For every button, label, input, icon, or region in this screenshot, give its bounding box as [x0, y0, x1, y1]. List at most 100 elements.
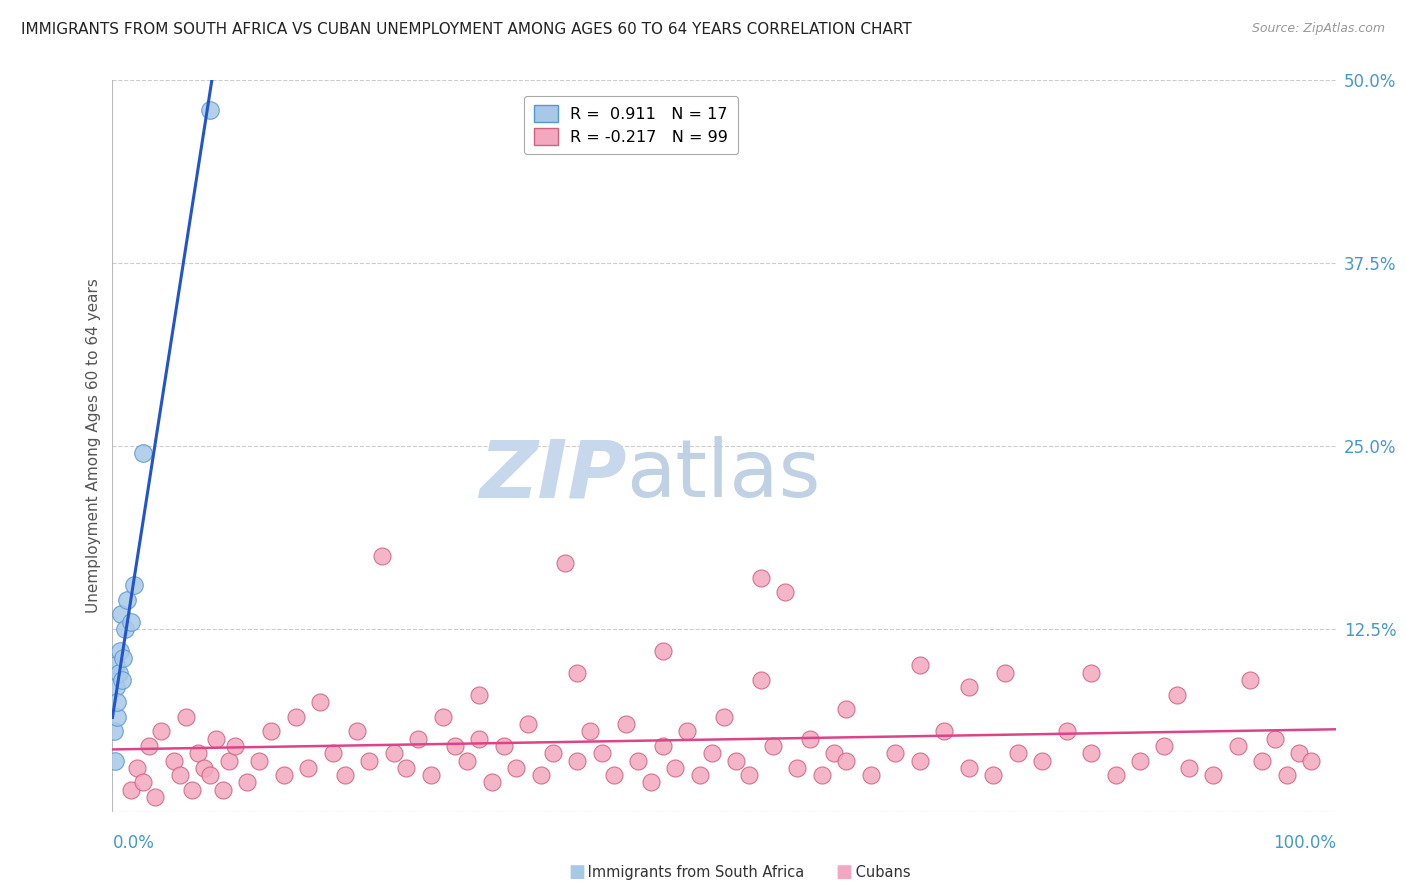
Point — [132, 446, 155, 460]
Point — [408, 731, 430, 746]
Point — [908, 658, 931, 673]
Point — [664, 761, 686, 775]
Point — [247, 754, 270, 768]
Point — [309, 695, 332, 709]
Point — [114, 622, 136, 636]
Point — [419, 768, 441, 782]
Point — [578, 724, 600, 739]
Point — [346, 724, 368, 739]
Point — [554, 556, 576, 570]
Point — [333, 768, 356, 782]
Point — [1239, 673, 1261, 687]
Point — [1301, 754, 1323, 768]
Point — [567, 754, 589, 768]
Point — [395, 761, 418, 775]
Point — [1288, 746, 1310, 760]
Point — [1166, 688, 1188, 702]
Point — [541, 746, 564, 760]
Point — [284, 709, 308, 723]
Point — [124, 578, 146, 592]
Point — [908, 754, 931, 768]
Point — [614, 717, 637, 731]
Point — [370, 549, 392, 563]
Point — [591, 746, 613, 760]
Point — [107, 665, 129, 680]
Point — [187, 746, 209, 760]
Point — [1251, 754, 1274, 768]
Point — [456, 754, 478, 768]
Point — [567, 665, 589, 680]
Point — [689, 768, 711, 782]
Text: ZIP: ZIP — [479, 436, 626, 515]
Point — [125, 761, 148, 775]
Point — [193, 761, 215, 775]
Point — [1031, 754, 1053, 768]
Point — [236, 775, 259, 789]
Text: ■: ■ — [835, 863, 852, 881]
Point — [200, 103, 222, 117]
Point — [1275, 768, 1298, 782]
Point — [1080, 746, 1102, 760]
Point — [859, 768, 882, 782]
Point — [218, 754, 240, 768]
Point — [432, 709, 454, 723]
Point — [359, 754, 381, 768]
Point — [700, 746, 723, 760]
Point — [105, 709, 128, 723]
Text: Cubans: Cubans — [851, 865, 910, 880]
Point — [640, 775, 662, 789]
Point — [725, 754, 748, 768]
Point — [468, 688, 491, 702]
Text: Source: ZipAtlas.com: Source: ZipAtlas.com — [1251, 22, 1385, 36]
Point — [115, 592, 138, 607]
Point — [108, 644, 131, 658]
Point — [112, 651, 135, 665]
Point — [103, 724, 125, 739]
Point — [150, 724, 173, 739]
Text: IMMIGRANTS FROM SOUTH AFRICA VS CUBAN UNEMPLOYMENT AMONG AGES 60 TO 64 YEARS COR: IMMIGRANTS FROM SOUTH AFRICA VS CUBAN UN… — [21, 22, 912, 37]
Point — [132, 775, 155, 789]
Point — [762, 739, 785, 753]
Legend: R =  0.911   N = 17, R = -0.217   N = 99: R = 0.911 N = 17, R = -0.217 N = 99 — [524, 95, 738, 154]
Text: 100.0%: 100.0% — [1272, 834, 1336, 852]
Text: 0.0%: 0.0% — [112, 834, 155, 852]
Point — [105, 658, 128, 673]
Point — [884, 746, 907, 760]
Point — [957, 761, 980, 775]
Point — [174, 709, 197, 723]
Point — [1104, 768, 1126, 782]
Point — [104, 681, 127, 695]
Point — [1080, 665, 1102, 680]
Point — [1226, 739, 1249, 753]
Point — [1178, 761, 1201, 775]
Point — [163, 754, 186, 768]
Point — [676, 724, 699, 739]
Point — [1129, 754, 1152, 768]
Point — [260, 724, 283, 739]
Point — [481, 775, 503, 789]
Point — [835, 754, 858, 768]
Point — [799, 731, 821, 746]
Point — [105, 695, 128, 709]
Point — [775, 585, 797, 599]
Text: Immigrants from South Africa: Immigrants from South Africa — [583, 865, 804, 880]
Point — [211, 782, 233, 797]
Point — [652, 739, 675, 753]
Point — [517, 717, 540, 731]
Point — [1153, 739, 1175, 753]
Point — [1056, 724, 1078, 739]
Point — [110, 607, 132, 622]
Point — [444, 739, 467, 753]
Point — [749, 673, 772, 687]
Point — [120, 615, 142, 629]
Point — [104, 754, 127, 768]
Point — [143, 790, 166, 805]
Point — [505, 761, 527, 775]
Point — [382, 746, 405, 760]
Point — [786, 761, 808, 775]
Point — [529, 768, 551, 782]
Point — [713, 709, 735, 723]
Point — [737, 768, 759, 782]
Point — [169, 768, 191, 782]
Point — [111, 673, 134, 687]
